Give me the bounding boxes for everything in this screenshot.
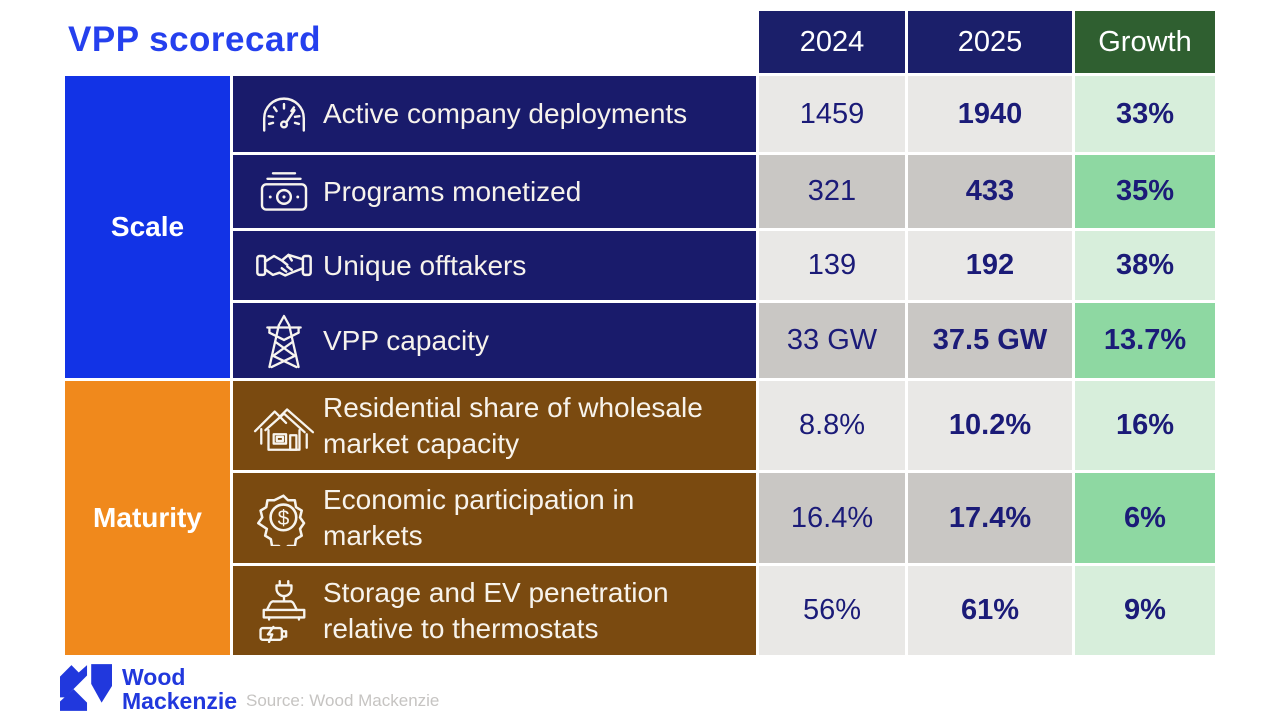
value-2025: 192	[908, 231, 1072, 300]
metric-cell: Storage and EV penetration relative to t…	[233, 566, 756, 655]
column-header-growth: Growth	[1075, 11, 1215, 73]
value-2025: 10.2%	[908, 381, 1072, 470]
metric-cell: Unique offtakers	[233, 231, 756, 300]
metric-cell: Active company deployments	[233, 76, 756, 152]
value-growth: 13.7%	[1075, 303, 1215, 378]
value-2024: 1459	[759, 76, 905, 152]
value-growth: 35%	[1075, 155, 1215, 228]
metric-cell: Residential share of wholesale market ca…	[233, 381, 756, 470]
scorecard-table: 2024 2025 Growth Scale Maturity Active c…	[65, 11, 1215, 655]
value-growth: 33%	[1075, 76, 1215, 152]
value-2024: 139	[759, 231, 905, 300]
value-2024: 56%	[759, 566, 905, 655]
metric-label: Unique offtakers	[323, 249, 527, 281]
value-2025: 1940	[908, 76, 1072, 152]
value-growth: 38%	[1075, 231, 1215, 300]
wood-mackenzie-logo-icon	[60, 663, 112, 716]
value-2024: 8.8%	[759, 381, 905, 470]
metric-label: Programs monetized	[323, 175, 582, 207]
gauge-icon	[245, 92, 323, 136]
brand-footer: Wood Mackenzie	[60, 663, 237, 716]
page-title: VPP scorecard	[68, 20, 321, 59]
brand-name: Wood Mackenzie	[122, 664, 238, 714]
column-header-2025: 2025	[908, 11, 1072, 73]
value-2025: 37.5 GW	[908, 303, 1072, 378]
handshake-icon	[245, 246, 323, 286]
source-note: Source: Wood Mackenzie	[246, 691, 440, 710]
group-label-maturity: Maturity	[65, 381, 230, 655]
metric-cell: Programs monetized	[233, 155, 756, 228]
value-2025: 17.4%	[908, 473, 1072, 563]
gear-dollar-icon: $	[245, 490, 323, 546]
metric-label: Residential share of wholesale market ca…	[323, 391, 703, 459]
metric-label: Economic participation in markets	[323, 484, 635, 551]
metric-label: Active company deployments	[323, 98, 688, 130]
transmission-tower-icon	[245, 311, 323, 371]
value-growth: 16%	[1075, 381, 1215, 470]
metric-cell: VPP capacity	[233, 303, 756, 378]
value-2024: 16.4%	[759, 473, 905, 563]
value-growth: 6%	[1075, 473, 1215, 563]
value-2025: 61%	[908, 566, 1072, 655]
metric-label: VPP capacity	[323, 324, 490, 356]
metric-label: Storage and EV penetration relative to t…	[323, 576, 669, 644]
column-header-2024: 2024	[759, 11, 905, 73]
ev-battery-icon	[245, 579, 323, 643]
value-2025: 433	[908, 155, 1072, 228]
svg-text:$: $	[278, 507, 290, 530]
metric-cell: $ Economic participation in markets	[233, 473, 756, 563]
house-icon	[245, 397, 323, 455]
value-2024: 33 GW	[759, 303, 905, 378]
group-label-scale: Scale	[65, 76, 230, 378]
value-2024: 321	[759, 155, 905, 228]
value-growth: 9%	[1075, 566, 1215, 655]
banknote-icon	[245, 170, 323, 214]
